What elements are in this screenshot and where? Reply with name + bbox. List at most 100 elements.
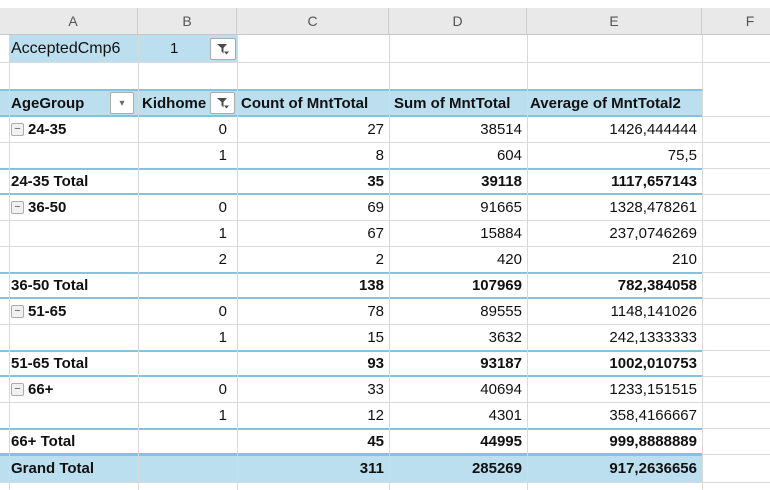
cell-sum[interactable]: 4301: [488, 407, 522, 424]
cell-average[interactable]: 1233,151515: [609, 381, 697, 398]
kidhome-header-label: Kidhome: [142, 94, 207, 112]
filter-value-cell[interactable]: 1: [170, 40, 179, 57]
cell-kidhome[interactable]: [138, 169, 237, 194]
collapse-minus-icon[interactable]: [11, 305, 24, 318]
cell-count[interactable]: 78: [367, 303, 384, 320]
cell-kidhome[interactable]: 1: [218, 407, 227, 424]
cell-sum[interactable]: 91665: [480, 199, 522, 216]
cell-average[interactable]: 210: [671, 251, 697, 268]
collapse-minus-icon[interactable]: [11, 123, 24, 136]
cell-average[interactable]: 75,5: [667, 147, 697, 164]
cell-agegroup[interactable]: 66+: [9, 377, 138, 402]
cell-agegroup[interactable]: 24-35 Total: [9, 169, 138, 194]
table-row: 1 15 3632 242,1333333: [0, 325, 770, 351]
column-header-a[interactable]: A: [9, 8, 138, 34]
cell-sum[interactable]: 39118: [481, 173, 522, 190]
cell-sum[interactable]: 3632: [488, 329, 522, 346]
total-bottom-border: [0, 193, 702, 195]
cell-average[interactable]: 1002,010753: [609, 355, 697, 372]
cell-kidhome[interactable]: 0: [218, 121, 227, 138]
cell-agegroup[interactable]: [9, 247, 138, 272]
header-cell-average[interactable]: Average of MntTotal2: [530, 94, 681, 112]
cell-agegroup[interactable]: 66+ Total: [9, 429, 138, 454]
cell-agegroup[interactable]: [9, 221, 138, 246]
cell-count[interactable]: 93: [367, 355, 384, 372]
cell-kidhome[interactable]: 2: [218, 251, 227, 268]
collapse-minus-icon[interactable]: [11, 201, 24, 214]
kidhome-filter-button[interactable]: [210, 92, 235, 114]
column-letter-strip: A B C D E F: [0, 8, 770, 35]
cell-count[interactable]: 15: [367, 329, 384, 346]
cell-agegroup[interactable]: 51-65 Total: [9, 351, 138, 376]
blank-row: [0, 63, 770, 90]
cell-count[interactable]: 311: [359, 460, 384, 477]
cell-sum[interactable]: 44995: [480, 433, 522, 450]
cell-sum[interactable]: 38514: [480, 121, 522, 138]
cell-kidhome[interactable]: 0: [218, 303, 227, 320]
total-top-border: [0, 454, 702, 456]
cell-kidhome[interactable]: [138, 455, 237, 482]
cell-average[interactable]: 358,4166667: [609, 407, 697, 424]
cell-agegroup[interactable]: [9, 325, 138, 350]
cell-sum[interactable]: 285269: [471, 460, 522, 477]
cell-sum[interactable]: 420: [496, 251, 522, 268]
cell-agegroup[interactable]: 51-65: [9, 299, 138, 324]
cell-count[interactable]: 2: [375, 251, 384, 268]
cell-count[interactable]: 27: [367, 121, 384, 138]
header-cell-agegroup[interactable]: AgeGroup: [9, 90, 138, 116]
header-cell-count[interactable]: Count of MntTotal: [241, 94, 369, 112]
column-header-e[interactable]: E: [527, 8, 702, 34]
cell-kidhome[interactable]: 1: [218, 329, 227, 346]
cell-count[interactable]: 67: [367, 225, 384, 242]
cell-agegroup[interactable]: 36-50 Total: [9, 273, 138, 298]
filter-field-cell[interactable]: AcceptedCmp6: [11, 39, 121, 57]
cell-kidhome[interactable]: [138, 273, 237, 298]
column-header-c[interactable]: C: [237, 8, 389, 34]
report-filter-button[interactable]: [210, 38, 236, 60]
cell-kidhome[interactable]: 1: [218, 147, 227, 164]
column-header-d[interactable]: D: [389, 8, 527, 34]
cell-agegroup[interactable]: [9, 403, 138, 428]
cell-count[interactable]: 69: [367, 199, 384, 216]
table-row: 1 12 4301 358,4166667: [0, 403, 770, 429]
cell-agegroup[interactable]: Grand Total: [9, 455, 138, 482]
cell-count[interactable]: 8: [375, 147, 384, 164]
cell-count[interactable]: 12: [367, 407, 384, 424]
cell-sum[interactable]: 93187: [480, 355, 522, 372]
cell-average[interactable]: 917,2636656: [609, 460, 697, 477]
cell-average[interactable]: 1328,478261: [609, 199, 697, 216]
cell-sum[interactable]: 40694: [480, 381, 522, 398]
cell-average[interactable]: 999,8888889: [609, 433, 697, 450]
cell-sum[interactable]: 15884: [480, 225, 522, 242]
cell-average[interactable]: 237,0746269: [609, 225, 697, 242]
cell-agegroup[interactable]: 24-35: [9, 117, 138, 142]
cell-agegroup[interactable]: [9, 143, 138, 168]
cell-count[interactable]: 45: [367, 433, 384, 450]
collapse-minus-icon[interactable]: [11, 383, 24, 396]
table-row: 36-50 Total 138 107969 782,384058: [0, 272, 770, 299]
table-row: 24-35 0 27 38514 1426,444444: [0, 117, 770, 143]
cell-kidhome[interactable]: 0: [218, 199, 227, 216]
cell-average[interactable]: 1148,141026: [610, 303, 697, 320]
cell-count[interactable]: 138: [358, 277, 384, 294]
cell-kidhome[interactable]: [138, 429, 237, 454]
header-cell-kidhome[interactable]: Kidhome: [138, 90, 237, 116]
cell-agegroup[interactable]: 36-50: [9, 195, 138, 220]
column-header-f[interactable]: F: [745, 13, 755, 29]
cell-kidhome[interactable]: [138, 351, 237, 376]
header-cell-sum[interactable]: Sum of MntTotal: [394, 94, 511, 112]
cell-count[interactable]: 35: [367, 173, 384, 190]
cell-kidhome[interactable]: 0: [218, 381, 227, 398]
column-header-b[interactable]: B: [138, 8, 237, 34]
cell-average[interactable]: 1426,444444: [609, 121, 697, 138]
cell-average[interactable]: 1117,657143: [611, 173, 697, 190]
cell-sum[interactable]: 107969: [471, 277, 522, 294]
cell-average[interactable]: 782,384058: [617, 277, 697, 294]
cell-average[interactable]: 242,1333333: [609, 329, 697, 346]
cell-kidhome[interactable]: 1: [218, 225, 227, 242]
cell-sum[interactable]: 604: [496, 147, 522, 164]
cell-count[interactable]: 33: [367, 381, 384, 398]
agegroup-dropdown-button[interactable]: [110, 92, 134, 114]
cell-sum[interactable]: 89555: [480, 303, 522, 320]
